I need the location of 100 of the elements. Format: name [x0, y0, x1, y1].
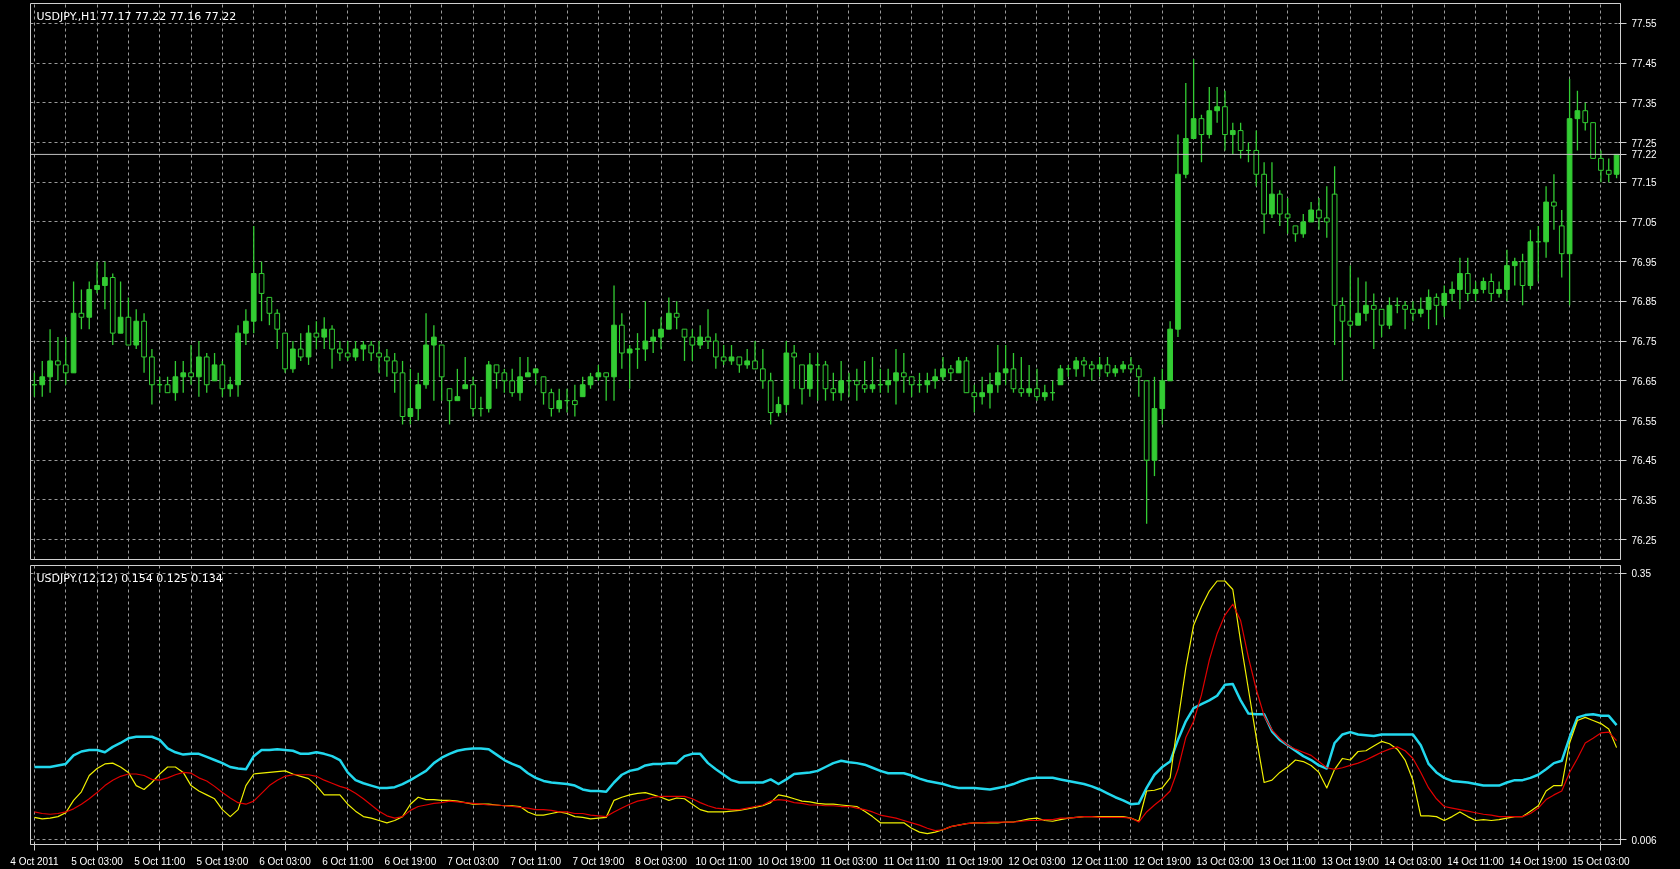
candlestick	[1026, 364, 1032, 398]
candlestick	[885, 368, 892, 394]
candlestick	[1511, 257, 1518, 287]
candlestick	[1018, 356, 1025, 398]
candlestick	[994, 344, 1001, 394]
candlestick	[666, 296, 672, 330]
candlestick	[517, 356, 523, 402]
x-tick-label: 6 Oct 11:00	[322, 855, 374, 867]
ref-line-label: 77.22	[1631, 149, 1657, 161]
candlestick	[1081, 356, 1087, 378]
y-tick-label: 77.35	[1631, 97, 1657, 109]
candlestick	[658, 316, 664, 350]
x-tick-label: 11 Oct 11:00	[883, 855, 940, 867]
candlestick	[1457, 257, 1463, 310]
candlestick	[579, 376, 586, 398]
candlestick	[814, 352, 821, 402]
candlestick	[1496, 280, 1502, 299]
y-tick-label: 77.55	[1631, 18, 1657, 30]
candlestick	[713, 332, 719, 370]
candlestick	[1229, 121, 1236, 156]
candlestick	[266, 296, 273, 326]
candlestick	[806, 352, 813, 398]
x-tick-label: 10 Oct 11:00	[695, 855, 753, 867]
candlestick	[900, 352, 907, 394]
candlestick	[697, 324, 704, 350]
candlestick	[1347, 264, 1354, 338]
candlestick	[133, 308, 140, 350]
candlestick	[62, 336, 69, 386]
candlestick	[1417, 296, 1424, 318]
candlestick	[1214, 86, 1220, 124]
y-tick-label: 76.25	[1631, 534, 1657, 546]
candlestick	[1574, 90, 1581, 152]
candlestick	[540, 376, 547, 406]
candlestick	[188, 344, 194, 386]
x-tick-label: 14 Oct 19:00	[1509, 855, 1568, 867]
candlestick	[290, 340, 296, 374]
y-tick-label: 0.006	[1631, 834, 1657, 846]
x-tick-label: 14 Oct 11:00	[1447, 855, 1505, 867]
candlestick	[415, 372, 422, 422]
candlestick	[572, 384, 578, 418]
candlestick	[39, 360, 46, 398]
candlestick	[258, 260, 265, 322]
candlestick	[525, 356, 531, 378]
candlestick	[376, 340, 382, 374]
candlestick	[1504, 249, 1510, 303]
candlestick	[642, 300, 649, 362]
candlestick	[752, 340, 758, 370]
candlestick	[791, 344, 798, 390]
candlestick	[297, 332, 304, 362]
x-tick-label: 11 Oct 03:00	[820, 855, 878, 867]
candlestick	[853, 368, 860, 402]
candlestick	[1073, 356, 1079, 378]
candlestick	[556, 388, 563, 414]
candlestick	[1135, 364, 1142, 398]
candlestick	[759, 348, 766, 390]
candlestick	[1410, 300, 1416, 322]
x-tick-label: 6 Oct 19:00	[384, 855, 437, 867]
candlestick	[924, 372, 931, 394]
x-tick-label: 7 Oct 03:00	[447, 855, 500, 867]
x-tick-label: 13 Oct 11:00	[1259, 855, 1317, 867]
text: USDJPY.,H1 77.17 77.22 77.16 77.22	[36, 9, 237, 23]
candlestick	[838, 360, 845, 402]
candlestick	[1441, 284, 1448, 318]
candlestick	[462, 356, 469, 390]
candlestick	[705, 308, 711, 350]
x-tick-label: 8 Oct 03:00	[635, 855, 688, 867]
y-tick-label: 76.35	[1631, 494, 1657, 506]
y-tick-label: 76.95	[1631, 256, 1657, 268]
candlestick	[94, 260, 100, 295]
candlestick	[689, 328, 696, 362]
candlestick	[987, 372, 993, 410]
candlestick	[744, 348, 751, 370]
candlestick	[971, 384, 978, 414]
candlestick	[1551, 173, 1557, 231]
candlestick	[1488, 272, 1495, 303]
x-tick-label: 11 Oct 19:00	[946, 855, 1004, 867]
candlestick	[1088, 360, 1095, 382]
candlestick	[908, 376, 915, 398]
candlestick	[360, 340, 367, 362]
candlestick	[102, 260, 108, 310]
y-tick-label: 76.55	[1631, 415, 1657, 427]
candlestick	[196, 340, 202, 398]
candlestick	[1449, 280, 1455, 303]
candlestick	[1402, 300, 1408, 330]
candlestick	[548, 388, 555, 418]
candlestick	[501, 368, 508, 394]
candlestick	[470, 376, 476, 418]
candlestick	[893, 348, 899, 406]
candlestick	[673, 300, 680, 330]
candlestick	[1269, 161, 1275, 219]
candlestick	[431, 324, 437, 402]
candlestick	[626, 344, 633, 390]
y-tick-label: 76.85	[1631, 296, 1657, 308]
candlestick	[979, 376, 985, 406]
x-tick-label: 12 Oct 11:00	[1071, 855, 1129, 867]
candlestick	[1464, 257, 1471, 303]
candlestick	[1276, 189, 1283, 227]
candlestick	[493, 364, 500, 390]
candlestick	[932, 368, 938, 390]
y-tick-label: 77.25	[1631, 137, 1657, 149]
